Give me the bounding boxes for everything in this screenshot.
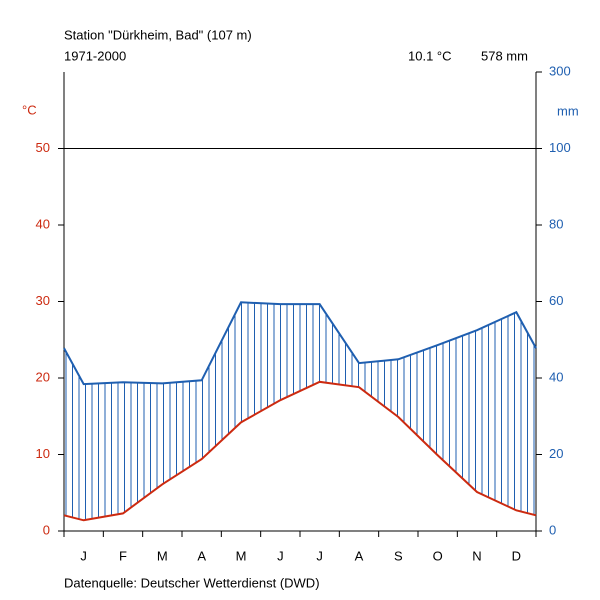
x-tick-label: O bbox=[433, 548, 443, 563]
x-tick-label: D bbox=[512, 548, 521, 563]
x-tick-label: M bbox=[157, 548, 168, 563]
y-tick-label: 40 bbox=[36, 216, 50, 231]
x-tick-label: J bbox=[277, 548, 284, 563]
x-tick-label: F bbox=[119, 548, 127, 563]
y-tick-label: 30 bbox=[36, 293, 50, 308]
y-tick-label: 10 bbox=[36, 446, 50, 461]
y-tick-label: 0 bbox=[43, 522, 50, 537]
x-tick-label: J bbox=[80, 548, 87, 563]
y2-tick-label: 20 bbox=[549, 446, 563, 461]
y2-tick-label: 80 bbox=[549, 216, 563, 231]
annual-precipitation: 578 mm bbox=[481, 48, 528, 63]
y2-tick-label: 300 bbox=[549, 63, 571, 78]
y2-tick-label: 60 bbox=[549, 293, 563, 308]
precipitation-line bbox=[63, 301, 537, 386]
temperature-line bbox=[63, 380, 537, 522]
y-axis-label: °C bbox=[22, 102, 37, 117]
chart-title: Station "Dürkheim, Bad" (107 m) bbox=[64, 27, 252, 42]
x-tick-label: S bbox=[394, 548, 403, 563]
y-tick-label: 20 bbox=[36, 369, 50, 384]
source: Datenquelle: Deutscher Wetterdienst (DWD… bbox=[64, 575, 320, 590]
x-tick-label: N bbox=[472, 548, 481, 563]
y2-tick-label: 40 bbox=[549, 369, 563, 384]
mean-temperature: 10.1 °C bbox=[408, 48, 452, 63]
x-tick-label: J bbox=[316, 548, 323, 563]
x-tick-label: M bbox=[236, 548, 247, 563]
y2-tick-label: 0 bbox=[549, 522, 556, 537]
y2-axis-label: mm bbox=[557, 103, 579, 118]
chart-subtitle: 1971-2000 bbox=[64, 48, 126, 63]
y-tick-label: 50 bbox=[36, 140, 50, 155]
x-tick-label: A bbox=[197, 548, 206, 563]
y2-tick-label: 100 bbox=[549, 140, 571, 155]
x-tick-label: A bbox=[355, 548, 364, 563]
